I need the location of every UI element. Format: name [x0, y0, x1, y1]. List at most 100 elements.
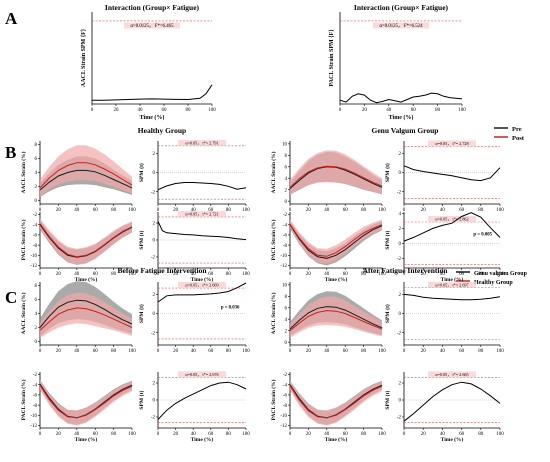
- x-tick-label: 20: [421, 272, 427, 277]
- x-tick-label: 20: [362, 108, 368, 113]
- chart-B-healthy-AACL: 0 20 40 60 80 100 0 2 4 6 8 AACL Strain (%): [20, 141, 136, 213]
- p-value-annotation: p = 0.005: [473, 233, 492, 238]
- x-tick-label: 100: [242, 349, 250, 354]
- x-tick-label: 60: [208, 208, 214, 213]
- legend-b-label-post: Post: [512, 135, 525, 142]
- y-tick-label: 0: [285, 341, 288, 346]
- x-tick-label: 60: [162, 108, 168, 113]
- x-tick-label: 0: [289, 208, 292, 213]
- x-tick-label: 40: [440, 349, 446, 354]
- x-tick-label: 60: [459, 272, 465, 277]
- x-tick-label: 60: [208, 272, 214, 277]
- chart-B-valgum-AACL: 0 20 40 60 80 100 0 2 4 6 8 10 AACL Strain (%): [270, 141, 386, 213]
- x-tick-label: 20: [173, 208, 179, 213]
- y-tick-label: -2: [397, 416, 402, 421]
- y-tick-label: 0: [399, 312, 402, 317]
- y-tick-label: 0: [399, 242, 402, 247]
- x-tick-label: 0: [157, 349, 160, 354]
- spm-curve: [403, 165, 501, 182]
- x-axis-label: Time (%): [325, 276, 348, 283]
- threshold-label-bg: [178, 210, 226, 217]
- x-tick-label: 40: [324, 208, 330, 213]
- y-tick-label: 8: [285, 295, 288, 300]
- y-axis-label: AACL Strain (%): [270, 151, 277, 193]
- y-axis-label: PACL Strain SPM {F}: [329, 29, 335, 87]
- x-tick-label: 0: [157, 272, 160, 277]
- x-tick-label: 20: [306, 208, 312, 213]
- y-axis-label: SPM {t}: [385, 163, 391, 182]
- threshold-label: α=0.05， t*= 2.665: [435, 372, 468, 378]
- sd-band-series-2: [40, 292, 132, 338]
- y-tick-label: 0: [153, 399, 156, 404]
- x-tick-label: 40: [440, 272, 446, 277]
- x-tick-label: 0: [91, 108, 94, 113]
- y-tick-label: -10: [30, 414, 37, 419]
- x-tick-label: 100: [496, 432, 504, 437]
- y-tick-label: 4: [285, 177, 288, 182]
- panel-letter-c: C: [5, 288, 17, 307]
- x-tick-label: 80: [361, 432, 367, 437]
- threshold-label: α=0.05， t*= 2.697: [435, 282, 468, 288]
- panel-letter-b: B: [5, 143, 16, 162]
- sd-band-series-2: [290, 381, 382, 426]
- x-tick-label: 60: [459, 432, 465, 437]
- y-axis-label: PACL Strain (%): [270, 379, 277, 420]
- x-tick-label: 20: [114, 108, 120, 113]
- x-tick-label: 0: [39, 208, 42, 213]
- x-axis-label: Time (%): [441, 436, 464, 443]
- y-tick-label: -8: [33, 404, 38, 409]
- y-tick-label: 4: [35, 312, 38, 317]
- threshold-label: α=0.05， t*= 2.721: [185, 211, 218, 217]
- y-tick-label: -6: [33, 234, 38, 239]
- y-tick-label: -10: [280, 414, 287, 419]
- y-tick-label: -2: [151, 416, 156, 421]
- chart-C-before-AACL-SPM: 0 20 40 60 80 100 -2 0 2 SPM {t} α=0.05， t*= 2.669…: [139, 282, 250, 354]
- x-tick-label: 80: [111, 432, 117, 437]
- y-axis-label: SPM {t}: [385, 230, 391, 249]
- spm-curve: [403, 293, 501, 301]
- legend-c-label-healthy: Healthy Group: [474, 280, 513, 286]
- x-tick-label: 0: [339, 108, 342, 113]
- mean-line-series-2: [289, 223, 383, 257]
- y-tick-label: -8: [33, 244, 38, 249]
- y-tick-label: -8: [283, 244, 288, 249]
- x-tick-label: 40: [74, 432, 80, 437]
- x-tick-label: 100: [128, 272, 136, 277]
- x-tick-label: 20: [421, 349, 427, 354]
- x-tick-label: 0: [289, 349, 292, 354]
- x-tick-label: 60: [208, 349, 214, 354]
- x-tick-label: 60: [343, 349, 349, 354]
- y-axis-label: SPM {t}: [139, 230, 145, 249]
- x-tick-label: 0: [403, 432, 406, 437]
- y-tick-label: -2: [151, 331, 156, 336]
- x-tick-label: 60: [343, 208, 349, 213]
- x-axis-label: Time (%): [140, 114, 165, 121]
- x-tick-label: 60: [93, 272, 99, 277]
- y-axis-label: AACL Strain (%): [270, 292, 277, 334]
- chart-C-after-AACL: 0 20 40 60 80 100 0 2 4 6 8 10 AACL Strain (%): [270, 282, 386, 354]
- x-tick-label: 60: [343, 272, 349, 277]
- chart-B-valgum-PACL-SPM: 0 20 40 60 80 100 Time (%) -2 0 2 4 SPM {t} α=0.05， …: [385, 212, 504, 283]
- y-axis-label: SPM {t}: [385, 390, 391, 409]
- y-tick-label: 6: [285, 306, 288, 311]
- chart-title: Interaction (Group× Fatigue): [105, 3, 200, 12]
- x-tick-label: 100: [496, 272, 504, 277]
- y-tick-label: 0: [399, 399, 402, 404]
- x-tick-label: 40: [440, 208, 446, 213]
- x-tick-label: 60: [208, 432, 214, 437]
- x-tick-label: 100: [378, 208, 386, 213]
- threshold-label-bg: [373, 22, 429, 29]
- y-tick-label: -2: [33, 373, 38, 378]
- x-tick-label: 80: [111, 208, 117, 213]
- x-tick-label: 20: [421, 432, 427, 437]
- threshold-label: α=0.05， t*= 2.791: [185, 140, 218, 146]
- threshold-label: α=0.0125， F*=6.524: [380, 24, 424, 29]
- x-tick-label: 100: [242, 432, 250, 437]
- x-tick-label: 100: [242, 208, 250, 213]
- threshold-label-bg: [178, 371, 226, 378]
- y-axis-label: SPM {t}: [385, 304, 391, 323]
- y-tick-label: 6: [35, 157, 38, 162]
- group-title-healthy: Healthy Group: [138, 126, 186, 135]
- x-tick-label: 0: [403, 272, 406, 277]
